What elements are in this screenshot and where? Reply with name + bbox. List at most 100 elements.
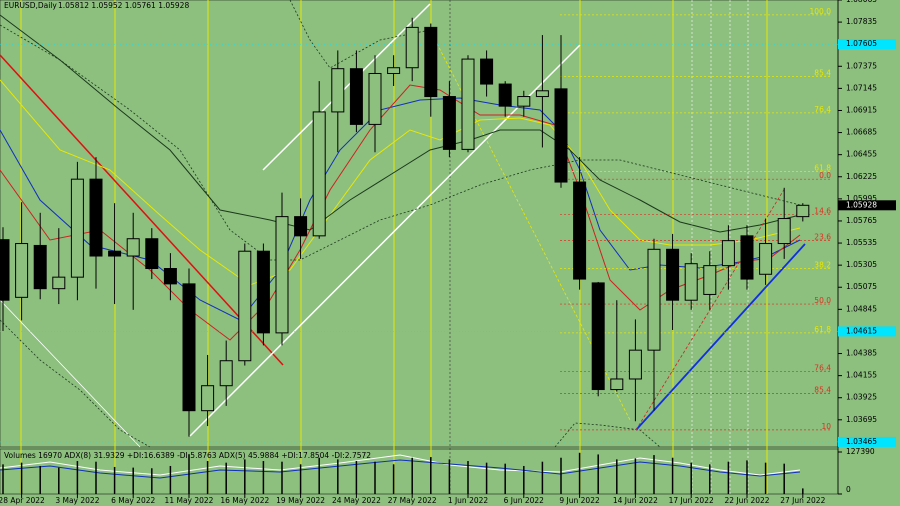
candle-body bbox=[89, 178, 103, 257]
last-price-marker bbox=[838, 200, 896, 211]
candle-body bbox=[610, 378, 624, 391]
fib-label: 85.4 bbox=[814, 385, 831, 394]
candle-body bbox=[647, 248, 661, 351]
y-tick-label: 1.07835 bbox=[846, 17, 877, 26]
candle-body bbox=[666, 248, 680, 301]
x-tick-label: 3 May 2022 bbox=[55, 496, 99, 505]
y-tick-label: 1.03925 bbox=[846, 393, 877, 402]
price-pane bbox=[0, 0, 839, 448]
fib-label: 85.4 bbox=[814, 68, 831, 77]
candle-body bbox=[256, 250, 270, 334]
candle-body bbox=[405, 26, 419, 69]
candle-body bbox=[368, 72, 382, 125]
candle-body bbox=[312, 111, 326, 237]
candle-body bbox=[238, 250, 252, 362]
candle-body bbox=[52, 276, 66, 290]
candle-body bbox=[573, 181, 587, 280]
y-tick-label: 1.04155 bbox=[846, 371, 877, 380]
fib-label: 61.8 bbox=[814, 325, 831, 334]
candle-body bbox=[108, 250, 122, 257]
candle-body bbox=[721, 240, 735, 267]
candle-body bbox=[294, 216, 308, 237]
candle-body bbox=[387, 67, 401, 74]
fib-label: 50.0 bbox=[814, 296, 831, 305]
fib-label: 100.0 bbox=[810, 7, 832, 16]
fib-label: 76.4 bbox=[814, 105, 831, 114]
candle-body bbox=[535, 90, 549, 98]
y-tick-label: 1.03695 bbox=[846, 415, 877, 424]
price-marker-label: 1.03465 bbox=[846, 437, 877, 446]
y-tick-label: 1.04385 bbox=[846, 349, 877, 358]
candle-body bbox=[461, 58, 475, 150]
candle-body bbox=[628, 349, 642, 380]
candle-body bbox=[0, 239, 10, 301]
candle-body bbox=[349, 68, 363, 125]
candle-body bbox=[684, 263, 698, 301]
x-tick-label: 27 May 2022 bbox=[388, 496, 437, 505]
x-tick-label: 6 May 2022 bbox=[111, 496, 155, 505]
y-tick-label: 1.06685 bbox=[846, 128, 877, 137]
last-price-label: 1.05928 bbox=[846, 200, 877, 209]
candle-body bbox=[703, 265, 717, 295]
y-tick-label: 1.06455 bbox=[846, 150, 877, 159]
volume-tick-label: 0 bbox=[846, 485, 851, 494]
fib-label: 76.4 bbox=[814, 363, 831, 372]
ohlc-readout: 1.05812 1.05952 1.05761 1.05928 bbox=[58, 1, 189, 10]
candle-body bbox=[219, 360, 233, 387]
candle-body bbox=[126, 238, 140, 257]
candle-body bbox=[15, 243, 29, 298]
x-tick-label: 14 Jun 2022 bbox=[613, 496, 658, 505]
candle-body bbox=[591, 282, 605, 391]
price-marker bbox=[838, 436, 896, 447]
fib-label: 10 bbox=[821, 422, 831, 431]
x-tick-label: 27 Jun 2022 bbox=[780, 496, 825, 505]
chart-title: EURUSD,Daily bbox=[4, 1, 57, 10]
price-marker-label: 1.07605 bbox=[846, 39, 877, 48]
x-tick-label: 6 Jun 2022 bbox=[504, 496, 545, 505]
y-tick-label: 1.05075 bbox=[846, 282, 877, 291]
y-tick-label: 1.05535 bbox=[846, 238, 877, 247]
candle-body bbox=[498, 83, 512, 107]
fib-label: 23.6 bbox=[814, 233, 831, 242]
y-tick-label: 1.04845 bbox=[846, 304, 877, 313]
candle-body bbox=[480, 58, 494, 85]
volume-tick-label: 127390 bbox=[846, 447, 875, 456]
x-tick-label: 24 May 2022 bbox=[332, 496, 381, 505]
candle-body bbox=[442, 96, 456, 150]
y-tick-label: 1.08065 bbox=[846, 0, 877, 4]
candle-body bbox=[201, 385, 215, 412]
fib-label: 38.2 bbox=[814, 261, 831, 270]
candle-body bbox=[33, 244, 47, 290]
price-marker bbox=[838, 326, 896, 337]
x-tick-label: 28 Apr 2022 bbox=[0, 496, 45, 505]
fib-label: 61.8 bbox=[814, 163, 831, 172]
x-tick-label: 9 Jun 2022 bbox=[559, 496, 600, 505]
candle-body bbox=[759, 243, 773, 275]
y-tick-label: 1.05765 bbox=[846, 216, 877, 225]
volume-pane bbox=[0, 448, 839, 495]
fib-label: 14.6 bbox=[814, 207, 831, 216]
candle-body bbox=[424, 26, 438, 98]
candle-body bbox=[275, 216, 289, 334]
candle-body bbox=[777, 218, 791, 245]
y-tick-label: 1.07145 bbox=[846, 83, 877, 92]
y-tick-label: 1.07375 bbox=[846, 61, 877, 70]
candle-body bbox=[182, 283, 196, 412]
candle-body bbox=[145, 238, 159, 270]
price-marker-label: 1.04615 bbox=[846, 326, 877, 335]
candle-body bbox=[517, 96, 531, 107]
y-tick-label: 1.06225 bbox=[846, 172, 877, 181]
x-tick-label: 22 Jun 2022 bbox=[724, 496, 769, 505]
candle-body bbox=[796, 204, 810, 218]
y-tick-label: 1.05995 bbox=[846, 194, 877, 203]
candle-body bbox=[554, 88, 568, 183]
x-tick-label: 16 May 2022 bbox=[220, 496, 269, 505]
fib-label: 0.0 bbox=[819, 171, 831, 180]
candle-body bbox=[331, 68, 345, 113]
x-tick-label: 11 May 2022 bbox=[165, 496, 214, 505]
y-tick-label: 1.06915 bbox=[846, 105, 877, 114]
x-tick-label: 17 Jun 2022 bbox=[669, 496, 714, 505]
x-tick-label: 19 May 2022 bbox=[276, 496, 325, 505]
x-tick-label: 1 Jun 2022 bbox=[448, 496, 489, 505]
price-marker bbox=[838, 39, 896, 50]
